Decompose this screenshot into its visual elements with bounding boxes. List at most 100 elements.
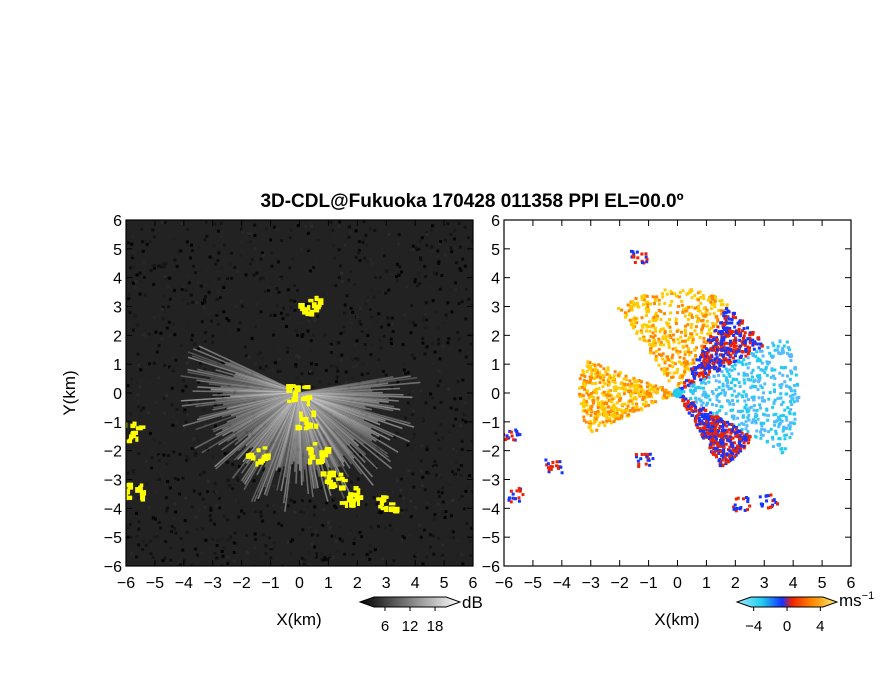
noise-speck <box>141 240 144 243</box>
noise-speck <box>362 362 365 365</box>
velocity-cluster-cell <box>639 457 642 460</box>
velocity-cell <box>722 449 725 452</box>
noise-speck <box>280 239 283 242</box>
velocity-cell <box>754 355 757 358</box>
velocity-cell <box>719 418 722 421</box>
velocity-cell <box>722 354 725 357</box>
velocity-cell <box>771 406 774 409</box>
noise-speck <box>414 246 417 249</box>
velocity-cell <box>595 392 598 395</box>
noise-speck <box>319 486 322 489</box>
noise-speck <box>286 351 289 354</box>
velocity-cell <box>708 398 711 401</box>
noise-speck <box>390 338 393 341</box>
velocity-cell <box>741 363 744 366</box>
noise-speck <box>359 259 362 262</box>
velocity-cell <box>779 414 782 417</box>
noise-speck <box>226 461 229 464</box>
velocity-cell <box>748 362 751 365</box>
noise-speck <box>137 265 140 268</box>
velocity-cell <box>683 357 686 360</box>
noise-speck <box>338 220 341 223</box>
velocity-cell <box>687 318 690 321</box>
colorbar-tick-label: 6 <box>381 618 389 635</box>
noise-speck <box>408 534 411 537</box>
velocity-cell <box>709 332 712 335</box>
velocity-cell <box>735 345 738 348</box>
noise-speck <box>355 538 358 541</box>
velocity-cell <box>664 330 667 333</box>
noise-speck <box>369 333 372 336</box>
noise-speck <box>178 492 181 495</box>
velocity-cell <box>668 318 671 321</box>
noise-speck <box>264 290 267 293</box>
velocity-cell <box>718 368 721 371</box>
velocity-cluster-cell <box>637 463 640 466</box>
velocity-cluster-cell <box>506 434 509 437</box>
velocity-cell <box>696 426 699 429</box>
strong-return-cell <box>141 495 146 502</box>
velocity-cell <box>687 384 690 387</box>
noise-speck <box>439 423 442 426</box>
noise-speck <box>414 438 417 441</box>
noise-speck <box>284 365 287 368</box>
noise-speck <box>132 391 135 394</box>
noise-speck <box>259 366 262 369</box>
noise-speck <box>216 270 219 273</box>
noise-speck <box>273 314 276 317</box>
velocity-cell <box>602 367 605 370</box>
noise-speck <box>370 525 373 528</box>
noise-speck <box>148 314 151 317</box>
velocity-cell <box>690 384 693 387</box>
noise-speck <box>329 526 332 529</box>
velocity-cell <box>601 405 604 408</box>
noise-speck <box>403 536 406 539</box>
noise-speck <box>382 262 385 265</box>
noise-speck <box>433 271 436 274</box>
velocity-cell <box>761 350 764 353</box>
noise-speck <box>211 335 214 338</box>
noise-speck <box>362 241 365 244</box>
noise-speck <box>270 252 273 255</box>
noise-speck <box>223 546 226 549</box>
noise-speck <box>230 458 233 461</box>
noise-speck <box>383 335 386 338</box>
noise-speck <box>384 526 387 529</box>
noise-speck <box>144 395 147 398</box>
velocity-cell <box>608 383 611 386</box>
velocity-cell <box>579 377 582 380</box>
velocity-cell <box>621 387 624 390</box>
velocity-cell <box>788 427 791 430</box>
noise-speck <box>461 379 464 382</box>
noise-speck <box>444 516 447 519</box>
noise-speck <box>300 557 303 560</box>
noise-speck <box>441 513 444 516</box>
velocity-cell <box>720 332 723 335</box>
velocity-cell <box>583 385 586 388</box>
noise-speck <box>464 490 467 493</box>
velocity-cell <box>729 354 732 357</box>
noise-speck <box>434 311 437 314</box>
noise-speck <box>369 308 372 311</box>
velocity-cell <box>717 459 720 462</box>
velocity-cluster-cell <box>765 499 768 502</box>
noise-speck <box>313 318 316 321</box>
noise-speck <box>194 548 197 551</box>
noise-speck <box>214 263 217 266</box>
velocity-cell <box>706 325 709 328</box>
noise-speck <box>407 401 410 404</box>
velocity-cell <box>766 440 769 443</box>
velocity-cell <box>589 420 592 423</box>
velocity-cell <box>624 311 627 314</box>
noise-speck <box>255 303 258 306</box>
noise-speck <box>366 296 369 299</box>
velocity-cell <box>709 335 712 338</box>
velocity-cell <box>732 449 735 452</box>
velocity-cell <box>645 314 648 317</box>
noise-speck <box>376 502 379 505</box>
velocity-cell <box>783 380 786 383</box>
velocity-cell <box>608 389 611 392</box>
velocity-cell <box>623 409 626 412</box>
velocity-cell <box>655 355 658 358</box>
velocity-cell <box>641 326 644 329</box>
